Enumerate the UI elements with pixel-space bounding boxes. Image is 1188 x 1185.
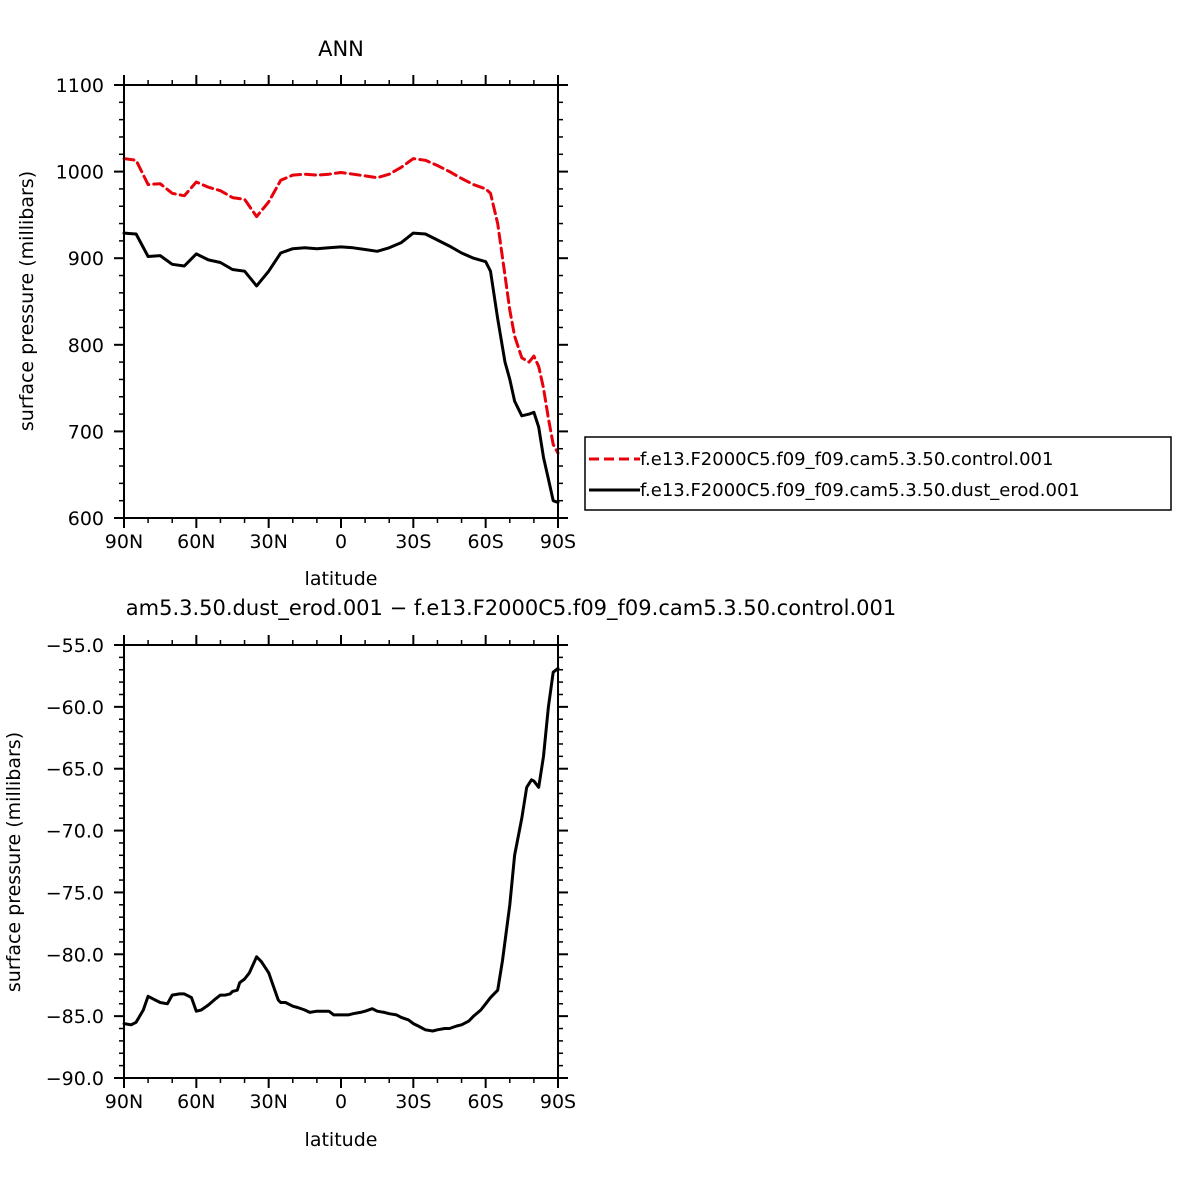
y-tick-label: 1100 bbox=[56, 75, 104, 97]
legend-label-control: f.e13.F2000C5.f09_f09.cam5.3.50.control.… bbox=[640, 449, 1053, 470]
x-tick-label: 0 bbox=[335, 531, 347, 553]
x-tick-label: 90S bbox=[540, 531, 576, 553]
y-tick-label: −85.0 bbox=[46, 1006, 104, 1028]
x-tick-label: 0 bbox=[335, 1091, 347, 1113]
y-tick-label: −75.0 bbox=[46, 882, 104, 904]
x-tick-label: 30N bbox=[249, 1091, 287, 1113]
x-tick-label: 30N bbox=[249, 531, 287, 553]
y-tick-label: −55.0 bbox=[46, 635, 104, 657]
tick-labels: 90N 60N 30N 0 30S 60S 90S −90.0 −85.0 −80.0 −75.0 −… bbox=[46, 635, 576, 1113]
x-tick-label: 30S bbox=[395, 1091, 431, 1113]
series-line-0 bbox=[122, 667, 560, 1033]
y-tick-label: −60.0 bbox=[46, 697, 104, 719]
legend: f.e13.F2000C5.f09_f09.cam5.3.50.control.… bbox=[584, 436, 1172, 511]
chart-annual-surface-pressure: ANN 90N 60N 30N 0 30S 60S 90S 600 700 800 900 1000 1… bbox=[16, 37, 1172, 590]
y-tick-label: −70.0 bbox=[46, 821, 104, 843]
y-axis-label: surface pressure (millibars) bbox=[3, 732, 25, 992]
y-axis-label: surface pressure (millibars) bbox=[16, 171, 38, 431]
series-line-0 bbox=[122, 157, 560, 455]
y-tick-label: 900 bbox=[68, 248, 104, 270]
axis-ticks bbox=[114, 635, 568, 1088]
chart-title: ANN bbox=[318, 37, 364, 61]
x-axis-label: latitude bbox=[305, 1129, 378, 1151]
x-tick-label: 30S bbox=[395, 531, 431, 553]
x-tick-label: 60N bbox=[177, 531, 215, 553]
series-line-1 bbox=[122, 231, 560, 504]
chart-difference-surface-pressure: am5.3.50.dust_erod.001 − f.e13.F2000C5.f… bbox=[3, 596, 896, 1151]
chart-title: am5.3.50.dust_erod.001 − f.e13.F2000C5.f… bbox=[126, 596, 896, 621]
y-tick-label: −90.0 bbox=[46, 1068, 104, 1090]
x-tick-label: 60S bbox=[468, 531, 504, 553]
tick-labels: 90N 60N 30N 0 30S 60S 90S 600 700 800 900 1000 1100 bbox=[56, 75, 576, 553]
x-tick-label: 60S bbox=[468, 1091, 504, 1113]
x-tick-label: 90S bbox=[540, 1091, 576, 1113]
x-tick-label: 60N bbox=[177, 1091, 215, 1113]
y-tick-label: 600 bbox=[68, 508, 104, 530]
y-tick-label: −80.0 bbox=[46, 944, 104, 966]
y-tick-label: 800 bbox=[68, 335, 104, 357]
plot-frame bbox=[123, 644, 559, 1079]
axis-ticks bbox=[114, 75, 568, 528]
x-axis-label: latitude bbox=[305, 568, 378, 590]
y-tick-label: −65.0 bbox=[46, 759, 104, 781]
x-tick-label: 90N bbox=[105, 1091, 143, 1113]
plot-frame bbox=[123, 84, 559, 519]
series-layer bbox=[122, 157, 560, 504]
y-tick-label: 1000 bbox=[56, 162, 104, 184]
legend-box bbox=[584, 436, 1172, 511]
y-tick-label: 700 bbox=[68, 421, 104, 443]
x-tick-label: 90N bbox=[105, 531, 143, 553]
series-layer bbox=[122, 667, 560, 1033]
legend-label-dust-erod: f.e13.F2000C5.f09_f09.cam5.3.50.dust_ero… bbox=[640, 480, 1080, 501]
